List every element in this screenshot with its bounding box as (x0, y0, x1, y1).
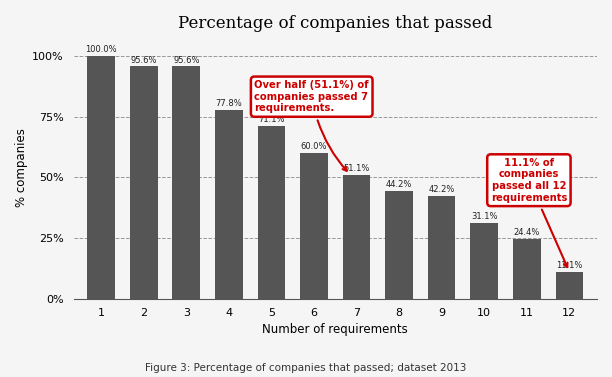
Bar (343, 175, 370, 299)
Text: 11.1% of
companies
passed all 12
requirements: 11.1% of companies passed all 12 require… (491, 158, 567, 267)
Bar (300, 153, 328, 299)
Text: Over half (51.1%) of
companies passed 7
requirements.: Over half (51.1%) of companies passed 7 … (255, 80, 369, 171)
Bar (88, 56, 115, 299)
Text: 24.4%: 24.4% (513, 228, 540, 238)
Bar (130, 66, 157, 299)
Bar (513, 239, 540, 299)
Text: 95.6%: 95.6% (173, 55, 200, 64)
Text: 100.0%: 100.0% (85, 45, 117, 54)
Y-axis label: % companies: % companies (15, 128, 28, 207)
X-axis label: Number of requirements: Number of requirements (263, 323, 408, 336)
Text: 51.1%: 51.1% (343, 164, 370, 173)
Bar (258, 126, 285, 299)
Text: 42.2%: 42.2% (428, 185, 455, 194)
Text: 77.8%: 77.8% (215, 99, 242, 108)
Text: 95.6%: 95.6% (130, 55, 157, 64)
Text: 60.0%: 60.0% (300, 142, 327, 151)
Bar (556, 272, 583, 299)
Text: 11.1%: 11.1% (556, 261, 583, 270)
Text: 71.1%: 71.1% (258, 115, 285, 124)
Text: Figure 3: Percentage of companies that passed; dataset 2013: Figure 3: Percentage of companies that p… (145, 363, 467, 373)
Text: 44.2%: 44.2% (386, 180, 412, 189)
Bar (428, 196, 455, 299)
Bar (173, 66, 200, 299)
Text: 31.1%: 31.1% (471, 212, 498, 221)
Bar (215, 110, 243, 299)
Bar (471, 223, 498, 299)
Title: Percentage of companies that passed: Percentage of companies that passed (178, 15, 493, 32)
Bar (386, 192, 413, 299)
